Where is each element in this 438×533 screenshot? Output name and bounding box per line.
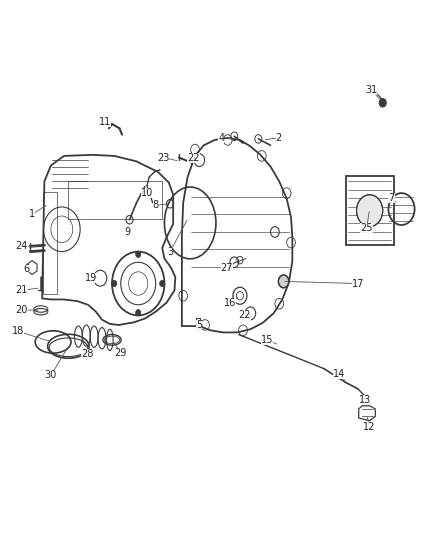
Text: 12: 12 <box>364 422 376 432</box>
Text: 29: 29 <box>115 348 127 358</box>
Text: 22: 22 <box>187 152 200 163</box>
Text: 31: 31 <box>365 85 377 95</box>
Text: 6: 6 <box>23 264 29 273</box>
Circle shape <box>357 195 383 227</box>
Text: 23: 23 <box>157 152 170 163</box>
Circle shape <box>136 251 141 257</box>
Text: 5: 5 <box>196 320 202 330</box>
Circle shape <box>279 275 289 288</box>
Text: 21: 21 <box>15 286 28 295</box>
Text: 13: 13 <box>359 395 371 406</box>
Text: 14: 14 <box>333 369 345 379</box>
Text: 19: 19 <box>85 273 98 283</box>
Circle shape <box>112 280 117 287</box>
Text: 2: 2 <box>276 133 282 143</box>
Text: 27: 27 <box>221 263 233 272</box>
Circle shape <box>379 99 386 107</box>
Text: 30: 30 <box>45 370 57 381</box>
Circle shape <box>159 280 165 287</box>
Text: 16: 16 <box>224 297 236 308</box>
Text: 4: 4 <box>218 133 224 143</box>
Text: 17: 17 <box>352 279 364 288</box>
Text: 1: 1 <box>29 209 35 220</box>
Text: 11: 11 <box>99 117 111 127</box>
Text: 28: 28 <box>81 349 93 359</box>
Text: 9: 9 <box>124 227 131 237</box>
Text: 24: 24 <box>15 241 28 251</box>
Text: 15: 15 <box>261 335 273 345</box>
Text: 25: 25 <box>360 223 373 233</box>
Text: 3: 3 <box>167 247 173 256</box>
Text: 7: 7 <box>389 193 395 204</box>
Circle shape <box>136 310 141 316</box>
Text: 20: 20 <box>15 305 28 315</box>
Text: 18: 18 <box>12 326 24 336</box>
Text: 8: 8 <box>152 200 159 211</box>
Text: 10: 10 <box>141 188 153 198</box>
Text: 22: 22 <box>238 310 251 320</box>
